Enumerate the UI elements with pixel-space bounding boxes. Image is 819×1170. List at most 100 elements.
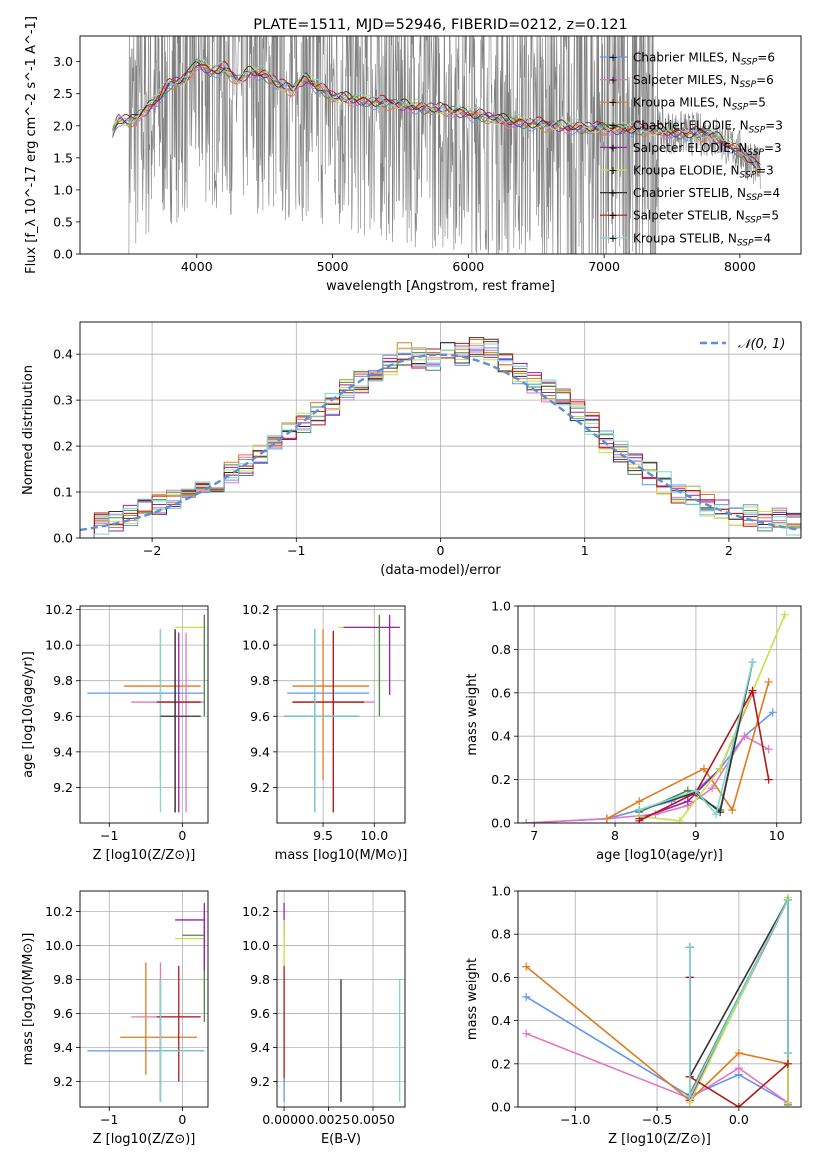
x-tick-label: 5000: [317, 259, 349, 274]
data-point-marker: [635, 797, 644, 806]
data-point-marker: [635, 816, 644, 823]
y-tick-label: 0.5: [53, 214, 73, 229]
legend-label: Kroupa ELODIE, NSSP=3: [633, 164, 774, 181]
x-tick-label: −1: [100, 828, 118, 843]
plot-area: [87, 902, 205, 1102]
y-tick-label: 0.1: [53, 485, 73, 500]
y-tick-label: 9.4: [53, 744, 73, 759]
data-point-marker: [734, 1103, 743, 1107]
spectrum-panel: 4000 5000 6000 7000 8000 0.0 0.5 1.0 1.5 2.0 2.5 3.…: [24, 16, 802, 294]
data-point-marker: [748, 658, 757, 667]
y-tick-label: 3.0: [53, 54, 73, 69]
legend-label: Salpeter ELODIE, NSSP=3: [633, 141, 782, 158]
y-tick-label: 2.5: [53, 86, 73, 101]
legend-marker: +: [608, 164, 617, 177]
x-tick-label: 0.0: [729, 1112, 749, 1127]
y-tick-label: 9.8: [53, 972, 73, 987]
data-point-marker: [716, 808, 725, 817]
data-point-marker: [764, 745, 773, 754]
y-tick-label: 0.2: [491, 772, 511, 787]
axes-frame: [517, 890, 802, 1108]
data-point-marker: [635, 805, 644, 814]
y-tick-label: 9.6: [250, 1006, 270, 1021]
x-tick-label: 2: [725, 543, 733, 558]
y-tick-label: 0.2: [491, 1056, 511, 1071]
x-axis-label: Z [log10(Z/Z⊙)]: [93, 1132, 196, 1147]
plot-area: [522, 893, 792, 1107]
data-point-marker: [728, 805, 737, 814]
data-point-marker: [675, 816, 684, 823]
axes-frame: [79, 35, 802, 255]
x-tick-label: 0: [437, 543, 445, 558]
chart-title: PLATE=1511, MJD=52946, FIBERID=0212, z=0…: [253, 17, 627, 33]
y-tick-label: 10.0: [242, 938, 270, 953]
x-tick-label: 8: [611, 828, 619, 843]
axes-frame: [276, 605, 406, 824]
data-point-marker: [764, 775, 773, 784]
data-point-marker: [768, 708, 777, 717]
legend-marker: +: [608, 96, 617, 109]
x-tick-label: 0.0000: [262, 1112, 306, 1127]
x-tick-label: 0.0025: [307, 1112, 351, 1127]
legend-marker: +: [608, 187, 617, 200]
x-axis-label: E(B-V): [321, 1132, 361, 1147]
data-point-marker: [764, 677, 773, 686]
data-point-marker: [783, 1059, 792, 1068]
y-tick-label: 0.2: [53, 439, 73, 454]
legend-label: 𝒩(0, 1): [738, 337, 785, 352]
histogram-step: [80, 343, 801, 538]
observed-spectrum: [128, 36, 761, 254]
legend-label: Chabrier STELIB, NSSP=4: [633, 186, 780, 203]
legend-label: Chabrier MILES, NSSP=6: [633, 51, 775, 68]
x-axis-label: wavelength [Angstrom, rest frame]: [326, 279, 555, 294]
y-axis-label: Flux [f_λ 10^-17 erg cm^-2 s^-1 A^-1]: [24, 16, 39, 274]
y-tick-label: 10.2: [45, 904, 73, 919]
y-tick-label: 0.8: [491, 927, 511, 942]
data-point-marker: [783, 1098, 792, 1107]
y-axis-label: mass [log10(M/M⊙)]: [21, 933, 36, 1066]
data-point-marker: [734, 1049, 743, 1057]
data-point-marker: [783, 1049, 792, 1057]
legend-marker: +: [608, 119, 617, 132]
axes-frame: [79, 890, 209, 1108]
y-tick-label: 9.2: [53, 1074, 73, 1089]
y-tick-label: 0.4: [491, 1013, 511, 1028]
mass-weight-vs-age-panel: 7 8 9 10 0.0 0.2 0.4 0.6 0.8 1.0 age [log10(age/yr…: [465, 599, 802, 863]
legend-label: Salpeter STELIB, NSSP=5: [633, 209, 779, 226]
legend-label: Chabrier ELODIE, NSSP=3: [633, 118, 783, 135]
x-tick-label: 0: [178, 1112, 186, 1127]
x-tick-label: 0: [178, 828, 186, 843]
data-point-marker: [734, 1064, 743, 1073]
axes-frame: [276, 890, 406, 1108]
legend-marker: +: [608, 51, 617, 64]
series-line: [525, 965, 789, 1102]
data-point-marker: [708, 784, 717, 793]
series-line: [639, 662, 754, 814]
x-tick-label: 10: [769, 828, 785, 843]
data-point-marker: [699, 764, 708, 773]
residuals-panel: −2 −1 0 1 2 0.0 0.1 0.2 0.3 0.4 (data-model)/error…: [21, 321, 802, 578]
x-tick-label: −2: [143, 543, 161, 558]
axes-frame: [79, 321, 802, 539]
data-point-marker: [522, 992, 531, 1001]
y-tick-label: 1.5: [53, 150, 73, 165]
y-tick-label: 0.4: [53, 347, 73, 362]
y-tick-label: 0.3: [53, 393, 73, 408]
data-point-marker: [683, 797, 692, 806]
y-tick-label: 9.6: [250, 709, 270, 724]
y-tick-label: 9.6: [53, 1006, 73, 1021]
legend: + Chabrier MILES, NSSP=6 + Salpeter MILES, …: [600, 51, 783, 248]
x-tick-label: −0.5: [642, 1112, 672, 1127]
y-tick-label: 10.0: [242, 638, 270, 653]
legend-label: Salpeter MILES, NSSP=6: [633, 73, 774, 90]
y-tick-label: 0.4: [491, 729, 511, 744]
y-tick-label: 0.0: [53, 531, 73, 546]
x-axis-label: Z [log10(Z/Z⊙)]: [608, 1132, 711, 1147]
x-tick-label: 7000: [588, 259, 620, 274]
legend-marker: +: [608, 74, 617, 87]
data-point-marker: [716, 764, 725, 773]
x-tick-label: 9.5: [313, 828, 333, 843]
legend-marker: +: [608, 141, 617, 154]
y-tick-label: 1.0: [491, 599, 511, 614]
mass-weight-vs-metallicity-panel: −1.0 −0.5 0.0 0.0 0.2 0.4 0.6 0.8 1.0 Z [log10(Z/…: [465, 884, 802, 1147]
